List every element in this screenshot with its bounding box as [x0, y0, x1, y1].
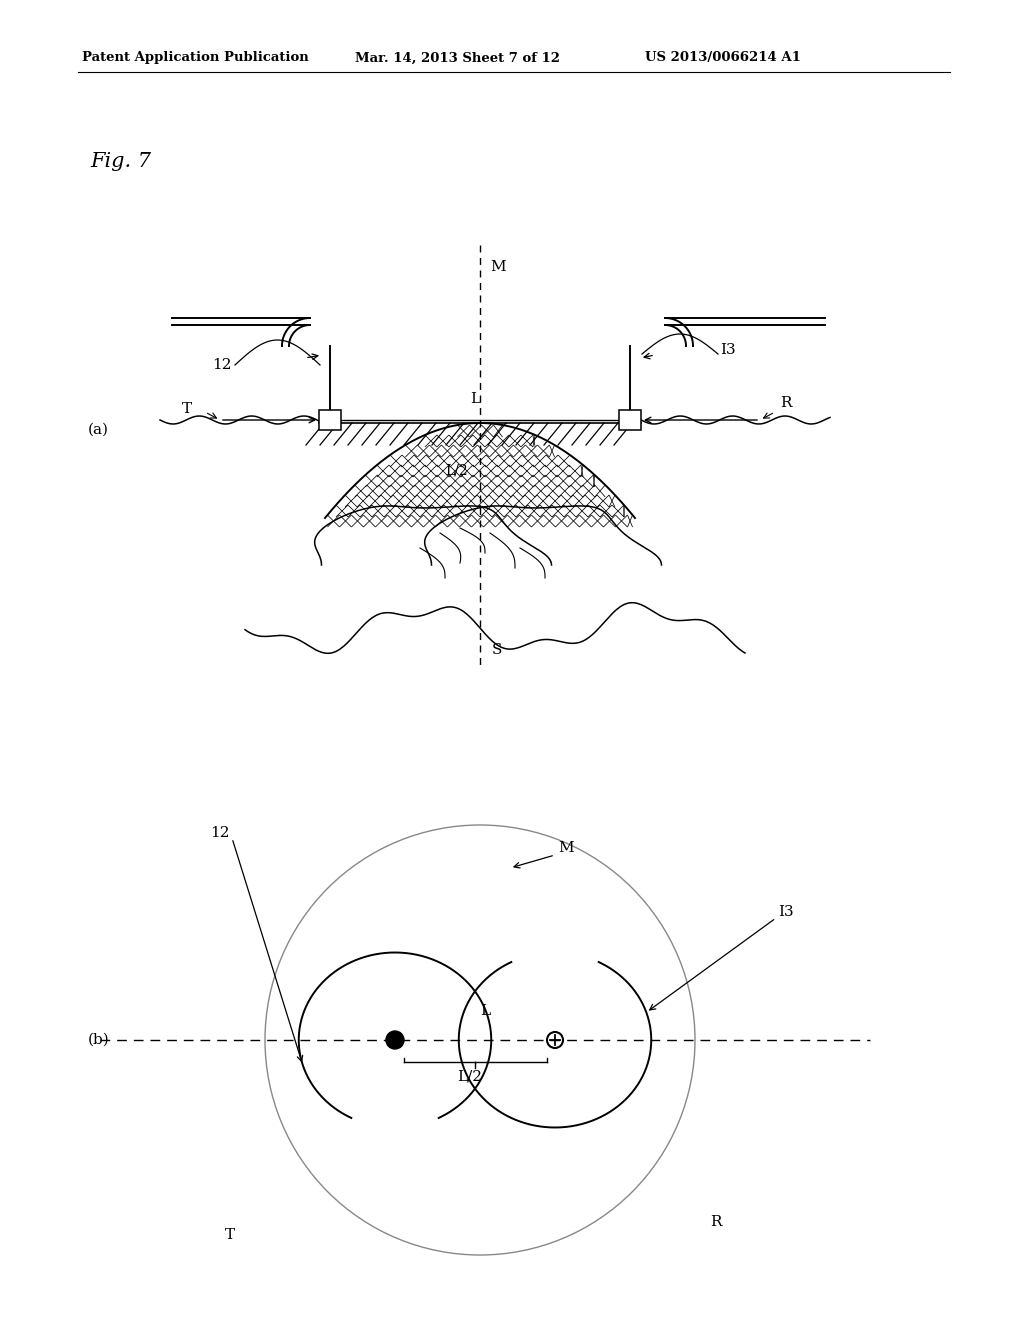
Text: I3: I3	[720, 343, 735, 356]
Text: L: L	[480, 1005, 490, 1018]
Text: Fig. 7: Fig. 7	[90, 152, 151, 172]
Text: R: R	[780, 396, 792, 411]
Text: (a): (a)	[88, 422, 109, 437]
Text: T: T	[182, 403, 193, 416]
Text: S: S	[492, 643, 503, 657]
Text: (b): (b)	[88, 1034, 110, 1047]
Text: R: R	[710, 1214, 722, 1229]
Text: 12: 12	[211, 826, 230, 840]
Text: Patent Application Publication: Patent Application Publication	[82, 51, 309, 65]
Text: L: L	[470, 392, 480, 407]
Text: L/2: L/2	[458, 1071, 482, 1084]
Circle shape	[386, 1031, 404, 1049]
Text: M: M	[490, 260, 506, 275]
Text: I3: I3	[778, 906, 794, 919]
Bar	[319, 411, 341, 430]
Bar	[618, 411, 641, 430]
Text: 12: 12	[213, 358, 232, 372]
Text: M: M	[558, 841, 573, 855]
Text: L/2: L/2	[445, 463, 468, 478]
Text: US 2013/0066214 A1: US 2013/0066214 A1	[645, 51, 801, 65]
Text: T: T	[225, 1228, 236, 1242]
Text: Mar. 14, 2013 Sheet 7 of 12: Mar. 14, 2013 Sheet 7 of 12	[355, 51, 560, 65]
